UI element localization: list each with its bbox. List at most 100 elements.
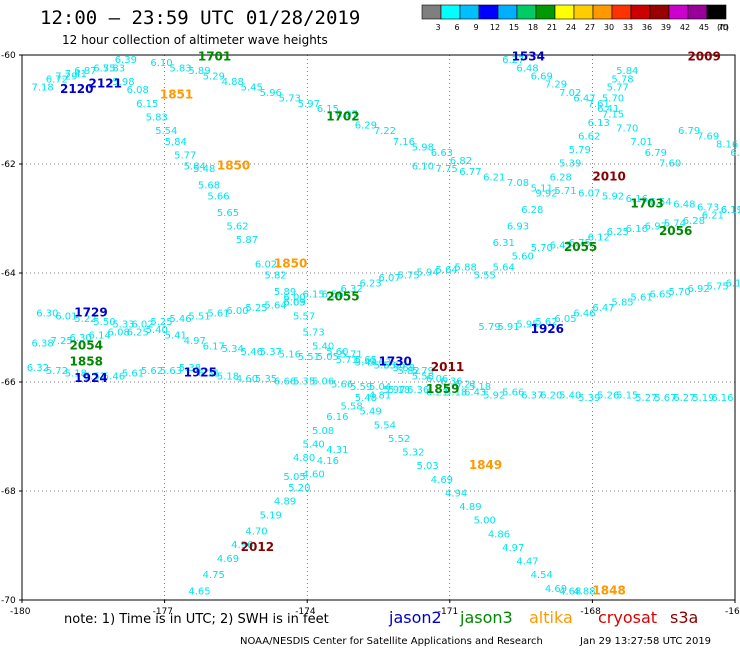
swh-point: 7.29 xyxy=(55,72,77,83)
track-5: 6.095.575.735.405.605.715.655.635.665.82… xyxy=(283,298,491,393)
swh-point: 6.08 xyxy=(108,328,130,339)
swh-point: 5.33 xyxy=(112,320,134,331)
swh-point: 5.68 xyxy=(198,181,220,192)
swh-point: 6.15 xyxy=(136,99,158,110)
swh-point: 6.15 xyxy=(317,104,339,115)
track-9: 5.795.915.955.626.056.466.475.855.616.65… xyxy=(478,279,740,334)
swh-point: 5.18 xyxy=(388,385,410,396)
swh-point: 6.62 xyxy=(578,131,600,142)
swh-point: 4.65 xyxy=(188,587,210,598)
swh-point: 4.69 xyxy=(431,475,453,486)
y-tick-label: -70 xyxy=(1,596,16,606)
swh-point: 5.89 xyxy=(188,66,210,77)
satellite-legend: jason2 jason3 altika cryosat s3a xyxy=(388,608,698,627)
time-label: 1859 xyxy=(426,382,459,396)
colorbar-swatch xyxy=(592,4,613,20)
swh-point: 4.97 xyxy=(184,336,206,347)
track-4: 6.325.725.185.515.465.615.625.635.386.31… xyxy=(27,363,734,404)
swh-point: 7.01 xyxy=(630,137,652,148)
time-label: 1729 xyxy=(74,306,107,320)
swh-point: 6.54 xyxy=(649,197,671,208)
colorbar-swatch xyxy=(668,4,689,20)
swh-point: 4.31 xyxy=(326,445,348,456)
swh-point: 6.38 xyxy=(32,339,54,350)
track-10: 5.555.645.605.706.456.756.126.256.166.97… xyxy=(474,205,740,281)
time-label: 1701 xyxy=(198,49,231,63)
track-7: 5.05 4.80 5.40 5.08 6.165.585.484.815.97 xyxy=(283,385,405,483)
swh-point: 5.50 xyxy=(93,317,115,328)
swh-point: 5.78 xyxy=(611,74,633,85)
swh-point: 5.61 xyxy=(122,369,144,380)
track-11: 6.276.486.697.297.026.477.617.15 7.70 7.01… xyxy=(502,55,681,170)
axis-ticks: -60 -62 -64 -66 -68 -70-180 -177 -174 -171 -168 -1… xyxy=(1,51,740,617)
time-label: 1851 xyxy=(160,88,193,102)
swh-point: 5.54 xyxy=(155,126,177,137)
swh-point: 6.12 xyxy=(588,232,610,243)
time-label: 2010 xyxy=(592,169,625,183)
swh-point: 6.48 xyxy=(516,63,538,74)
swh-point: 6.29 xyxy=(355,121,377,132)
swh-point: 5.98 xyxy=(412,142,434,153)
swh-point: 5.19 xyxy=(260,510,282,521)
y-tick-label: -60 xyxy=(1,51,16,61)
swh-point: 6.21 xyxy=(455,379,477,390)
track-0: 6.39 6.105.835.895.294.885.455.965.735.97… xyxy=(115,55,472,167)
swh-point: 5.75 xyxy=(398,270,420,281)
swh-point: 6.43 xyxy=(464,388,486,399)
swh-point: 6.16 xyxy=(326,412,348,423)
swh-point: 4.80 xyxy=(293,453,315,464)
time-label: 2009 xyxy=(687,49,720,63)
y-tick-label: -62 xyxy=(1,160,16,170)
swh-point: 4.60 xyxy=(302,469,324,480)
track-12: 5.845.785.775.706.41 6.13 6.62 5.79 5.39 6.28… xyxy=(493,66,639,249)
swh-point: 5.18 xyxy=(65,369,87,380)
swh-point: 6.16 xyxy=(711,393,733,404)
time-label: 2012 xyxy=(241,540,274,554)
swh-point: 6.16 xyxy=(626,224,648,235)
swh-point: 4.96 xyxy=(231,540,253,551)
satellite-jason3: jason3 xyxy=(459,608,513,627)
swh-point: 6.47 xyxy=(573,93,595,104)
swh-point: 5.79 xyxy=(412,366,434,377)
swh-point: 5.97 xyxy=(383,385,405,396)
swh-point: 6.45 xyxy=(550,240,572,251)
swh-point: 5.73 xyxy=(302,328,324,339)
y-tick-label: -64 xyxy=(1,269,16,279)
swh-point: 7.25 xyxy=(51,336,73,347)
colorbar-label: 39 xyxy=(661,23,671,32)
swh-point: 5.51 xyxy=(298,352,320,363)
swh-point: 5.20 xyxy=(288,483,310,494)
swh-point: 5.61 xyxy=(207,309,229,320)
swh-point: 5.74 xyxy=(664,219,686,230)
swh-point: 5.63 xyxy=(160,366,182,377)
x-tick-label: -16 xyxy=(725,607,740,617)
swh-point: 5.83 xyxy=(169,63,191,74)
track-3: 6.387.256.306.146.086.255.405.414.976.17… xyxy=(32,325,435,377)
colorbar-label: 36 xyxy=(642,23,652,32)
track-2: 6.306.015.225.505.336.025.255.465.515.61… xyxy=(36,262,477,330)
swh-point: 5.58 xyxy=(412,371,434,382)
swh-point: 5.63 xyxy=(369,358,391,369)
time-label: 2055 xyxy=(326,289,359,303)
swh-point: 5.39 xyxy=(578,393,600,404)
swh-point: 4.89 xyxy=(274,497,296,508)
swh-point: 7.75 xyxy=(436,164,458,175)
data-layer: 6.39 6.105.835.895.294.885.455.965.735.97… xyxy=(27,55,740,597)
swh-point: 5.48 xyxy=(355,393,377,404)
swh-point: 6.16 xyxy=(626,194,648,205)
swh-point: 5.25 xyxy=(245,303,267,314)
swh-point: 6.21 xyxy=(702,211,724,222)
swh-point: 4.54 xyxy=(531,570,553,581)
swh-point: 6.36 xyxy=(440,377,462,388)
swh-point: 4.88 xyxy=(222,77,244,88)
swh-point: 6.25 xyxy=(607,227,629,238)
satellite-cryosat: cryosat xyxy=(598,608,657,627)
swh-point: 5.41 xyxy=(165,330,187,341)
swh-point: 9.92 xyxy=(535,189,557,200)
swh-point: 7.22 xyxy=(374,126,396,137)
colorbar-label: 42 xyxy=(680,23,690,32)
swh-point: 5.18 xyxy=(445,388,467,399)
swh-point: 5.22 xyxy=(74,314,96,325)
track-1: 7.186.727.297.416.876.755.835.986.086.15… xyxy=(32,63,306,308)
